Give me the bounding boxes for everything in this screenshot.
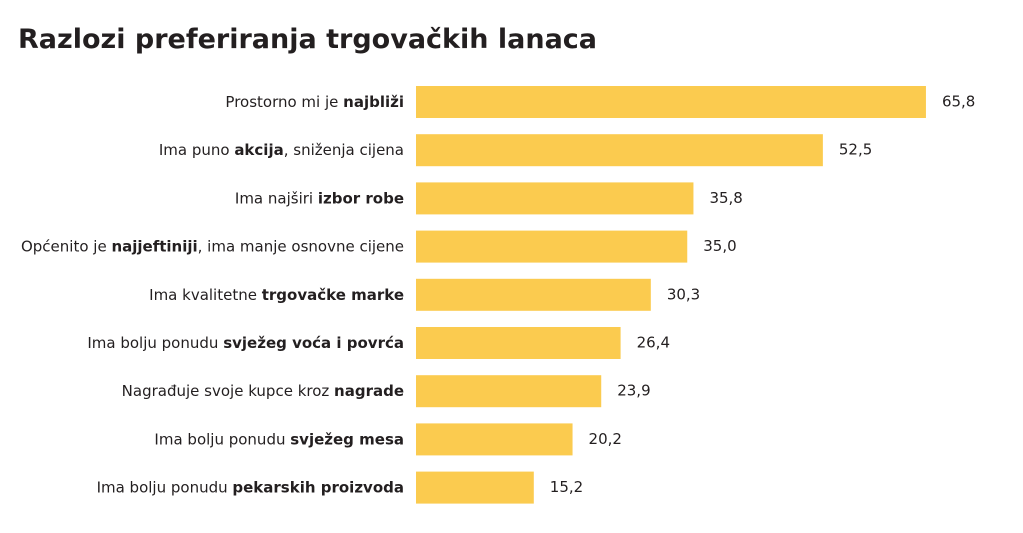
bar xyxy=(416,86,926,118)
value-label: 20,2 xyxy=(589,430,622,448)
category-label-part: Nagrađuje svoje kupce kroz xyxy=(122,382,334,400)
category-label-part: izbor robe xyxy=(318,189,404,207)
value-label: 30,3 xyxy=(667,285,700,303)
category-label-part: pekarskih proizvoda xyxy=(232,478,404,496)
bar xyxy=(416,327,621,359)
value-label: 35,0 xyxy=(703,237,736,255)
bar xyxy=(416,182,694,215)
category-label-part: Ima bolju ponudu xyxy=(87,334,223,352)
category-label-part: Prostorno mi je xyxy=(225,93,343,111)
category-label: Ima bolju ponudu svježeg voća i povrća xyxy=(87,334,404,352)
chart-title: Razlozi preferiranja trgovačkih lanaca xyxy=(18,24,597,55)
category-label-part: Ima puno xyxy=(159,141,234,159)
value-label: 23,9 xyxy=(617,382,650,400)
category-label-part: , sniženja cijena xyxy=(284,141,404,159)
bar xyxy=(416,375,602,408)
bar xyxy=(416,134,823,167)
category-label-part: Ima bolju ponudu xyxy=(97,478,233,496)
bar xyxy=(416,230,688,263)
category-label-part: svježeg voća i povrća xyxy=(223,334,404,352)
category-label-part: svježeg mesa xyxy=(290,430,404,448)
bar xyxy=(416,471,534,504)
category-label-part: akcija xyxy=(234,141,283,159)
value-label: 15,2 xyxy=(550,478,583,496)
category-label-part: Općenito je xyxy=(21,237,111,255)
bar xyxy=(416,423,573,456)
category-label-part: Ima kvalitetne xyxy=(149,285,262,303)
category-label-part: Ima najširi xyxy=(235,189,318,207)
category-label: Prostorno mi je najbliži xyxy=(225,93,404,111)
category-label-part: trgovačke marke xyxy=(262,285,404,303)
category-label-part: najjeftiniji xyxy=(111,237,197,255)
category-label: Nagrađuje svoje kupce kroz nagrade xyxy=(122,382,404,400)
category-label: Ima bolju ponudu pekarskih proizvoda xyxy=(97,478,404,496)
category-label: Ima puno akcija, sniženja cijena xyxy=(159,141,404,159)
category-label: Ima bolju ponudu svježeg mesa xyxy=(154,430,404,448)
category-label: Općenito je najjeftiniji, ima manje osno… xyxy=(21,237,404,255)
value-label: 65,8 xyxy=(942,93,975,111)
value-label: 52,5 xyxy=(839,141,872,159)
category-label-part: najbliži xyxy=(343,93,404,111)
value-label: 35,8 xyxy=(709,189,742,207)
category-label-part: , ima manje osnovne cijene xyxy=(198,237,404,255)
category-label-part: nagrade xyxy=(334,382,404,400)
category-label: Ima kvalitetne trgovačke marke xyxy=(149,285,404,303)
category-label: Ima najširi izbor robe xyxy=(235,189,404,207)
category-label-part: Ima bolju ponudu xyxy=(154,430,290,448)
bar xyxy=(416,278,651,311)
value-label: 26,4 xyxy=(637,334,670,352)
